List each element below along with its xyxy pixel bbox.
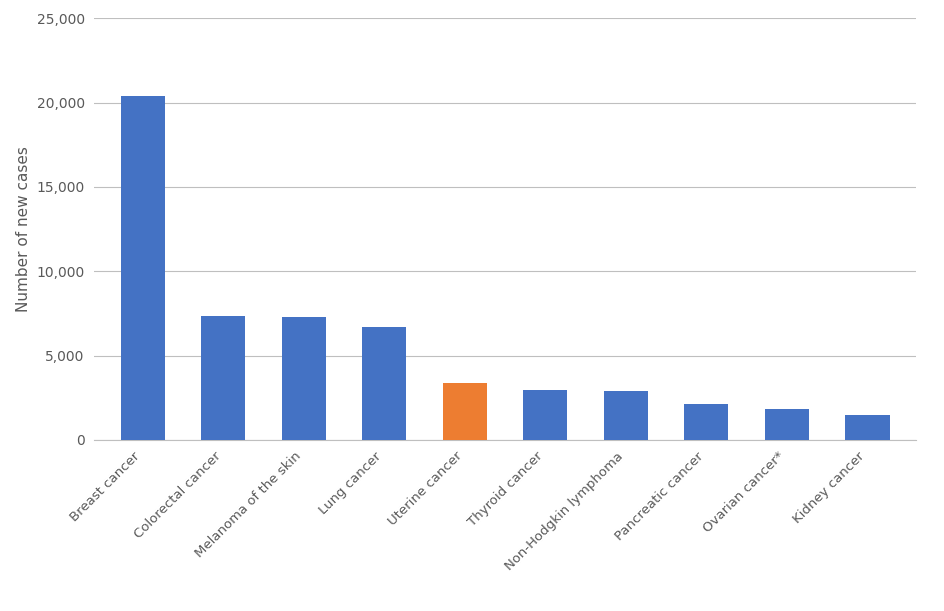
Bar: [121, 97, 165, 440]
Bar: [201, 316, 245, 440]
Bar: [684, 404, 729, 440]
Bar: [362, 327, 407, 440]
Bar: [845, 415, 889, 440]
Y-axis label: Number of new cases: Number of new cases: [16, 146, 31, 312]
Bar: [765, 409, 809, 440]
Bar: [523, 390, 567, 440]
Bar: [443, 384, 487, 440]
Bar: [281, 316, 326, 440]
Bar: [603, 390, 648, 440]
